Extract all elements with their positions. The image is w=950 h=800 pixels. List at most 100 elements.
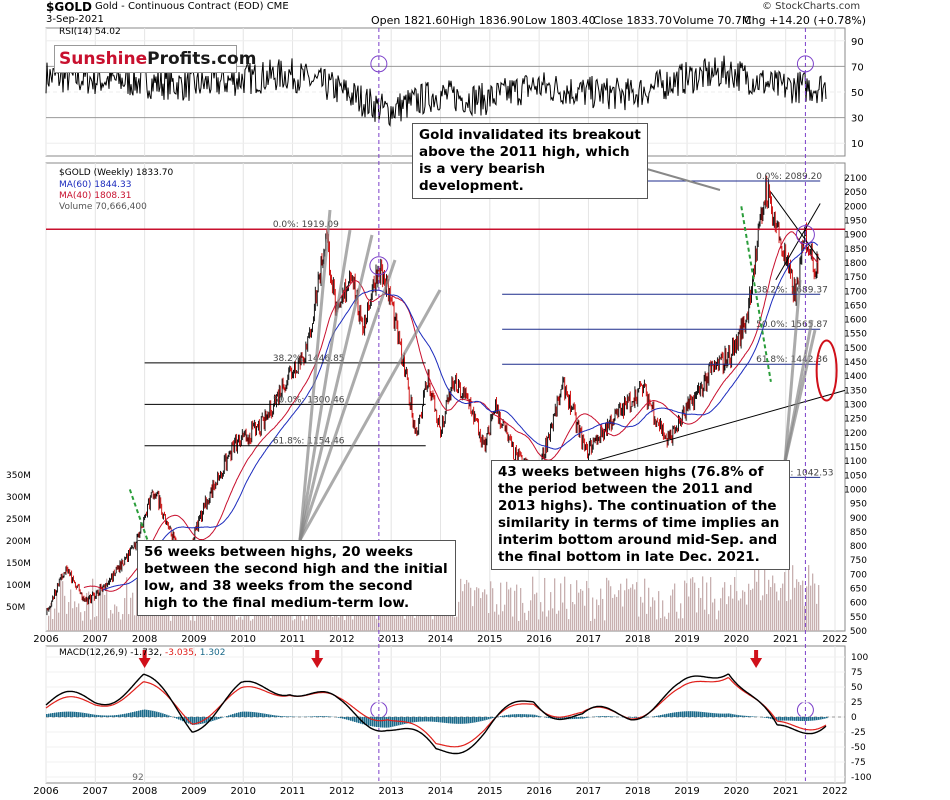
- macd-histogram-bar: [234, 713, 236, 717]
- volume-bar: [118, 611, 120, 631]
- volume-bar: [156, 602, 158, 631]
- macd-histogram-bar: [216, 717, 218, 720]
- volume-bar: [324, 601, 326, 631]
- volume-bar: [500, 582, 502, 631]
- volume-bar: [690, 578, 692, 631]
- macd-tick-label: 100: [851, 653, 868, 663]
- macd-histogram-bar: [770, 717, 772, 719]
- volume-bar: [782, 583, 784, 631]
- volume-bar: [578, 592, 580, 631]
- volume-bar: [750, 590, 752, 631]
- macd-histogram-bar: [104, 715, 106, 717]
- price-tick-label: 1650: [844, 301, 867, 311]
- volume-bar: [432, 619, 434, 631]
- macd-histogram-bar: [790, 717, 792, 721]
- volume-bar: [616, 596, 618, 631]
- volume-tick-label: 250M: [6, 515, 31, 525]
- macd-histogram-bar: [562, 717, 564, 720]
- x-tick-label: 2022: [822, 634, 847, 645]
- volume-bar: [388, 610, 390, 631]
- volume-bar: [498, 614, 500, 631]
- rising-trendline: [775, 203, 821, 281]
- macd-histogram-bar: [290, 716, 292, 717]
- macd-histogram-bar: [184, 717, 186, 722]
- macd-histogram-bar: [412, 717, 414, 723]
- macd-tick-label: -75: [851, 758, 866, 768]
- volume-bar: [414, 617, 416, 631]
- volume-bar: [518, 620, 520, 631]
- macd-histogram-bar: [724, 713, 726, 717]
- macd-peak-arrow: [138, 658, 151, 668]
- volume-bar: [784, 572, 786, 631]
- volume-bar: [376, 618, 378, 631]
- volume-bar: [332, 616, 334, 631]
- volume-bar: [102, 590, 104, 631]
- macd-histogram-bar: [654, 716, 656, 717]
- macd-histogram-bar: [318, 716, 320, 717]
- volume-bar: [232, 604, 234, 631]
- volume-bar: [154, 614, 156, 631]
- volume-bar: [470, 587, 472, 631]
- macd-histogram-bar: [74, 711, 76, 717]
- volume-bar: [106, 578, 108, 631]
- x-tick-label: 2008: [132, 634, 157, 645]
- volume-bar: [604, 620, 606, 631]
- macd-histogram-bar: [134, 711, 136, 717]
- macd-histogram-bar: [362, 717, 364, 725]
- volume-bar: [714, 598, 716, 631]
- volume-bar: [206, 612, 208, 631]
- annotation-right: 43 weeks between highs (76.8% of the per…: [491, 460, 790, 570]
- macd-histogram-bar: [602, 716, 604, 717]
- macd-signal-line: [45, 677, 827, 748]
- macd-histogram-bar: [198, 717, 200, 725]
- volume-bar: [228, 603, 230, 631]
- macd-histogram-bar: [256, 712, 258, 717]
- volume-bar: [120, 619, 122, 631]
- macd-histogram-bar: [416, 717, 418, 722]
- volume-bar: [754, 570, 756, 631]
- volume-bar: [538, 619, 540, 631]
- macd-v3: 1.302: [199, 648, 226, 658]
- macd-histogram-bar: [628, 717, 630, 718]
- price-tick-label: 1200: [844, 429, 867, 439]
- volume-bar: [730, 584, 732, 631]
- x-tick-label-bottom: 2017: [576, 786, 601, 797]
- macd-histogram-bar: [326, 716, 328, 717]
- volume-bar: [584, 605, 586, 631]
- x-tick-label-bottom: 2010: [231, 786, 256, 797]
- price-tick-label: 1950: [844, 216, 867, 226]
- macd-histogram-bar: [462, 717, 464, 724]
- rsi-tick-label: 10: [851, 139, 864, 150]
- macd-histogram-bar: [704, 712, 706, 717]
- volume-bar: [146, 614, 148, 631]
- volume-bar: [618, 590, 620, 631]
- volume-bar: [390, 603, 392, 631]
- macd-histogram-bar: [738, 715, 740, 717]
- volume-bar: [480, 598, 482, 631]
- macd-histogram-bar: [430, 717, 432, 722]
- macd-tick-label: -50: [851, 743, 866, 753]
- volume-bar: [592, 597, 594, 631]
- volume-bar: [814, 583, 816, 631]
- volume-bar: [646, 613, 648, 631]
- macd-histogram-bar: [538, 715, 540, 717]
- macd-histogram-bar: [480, 717, 482, 722]
- volume-bar: [58, 612, 60, 631]
- volume-bar: [494, 611, 496, 631]
- volume-bar: [598, 605, 600, 631]
- volume-bar: [802, 580, 804, 631]
- volume-bar: [56, 591, 58, 631]
- volume-bar: [602, 598, 604, 631]
- volume-bar: [520, 588, 522, 631]
- macd-histogram-bar: [702, 711, 704, 717]
- volume-bar: [652, 597, 654, 631]
- volume-bar: [240, 616, 242, 631]
- volume-bar: [454, 617, 456, 631]
- volume-bar: [770, 587, 772, 631]
- macd-histogram-bar: [84, 713, 86, 717]
- macd-histogram-bar: [662, 714, 664, 717]
- macd-histogram-bar: [254, 712, 256, 717]
- green-dashed-2020: [740, 206, 772, 383]
- volume-bar: [798, 581, 800, 631]
- price-tick-label: 700: [850, 570, 867, 580]
